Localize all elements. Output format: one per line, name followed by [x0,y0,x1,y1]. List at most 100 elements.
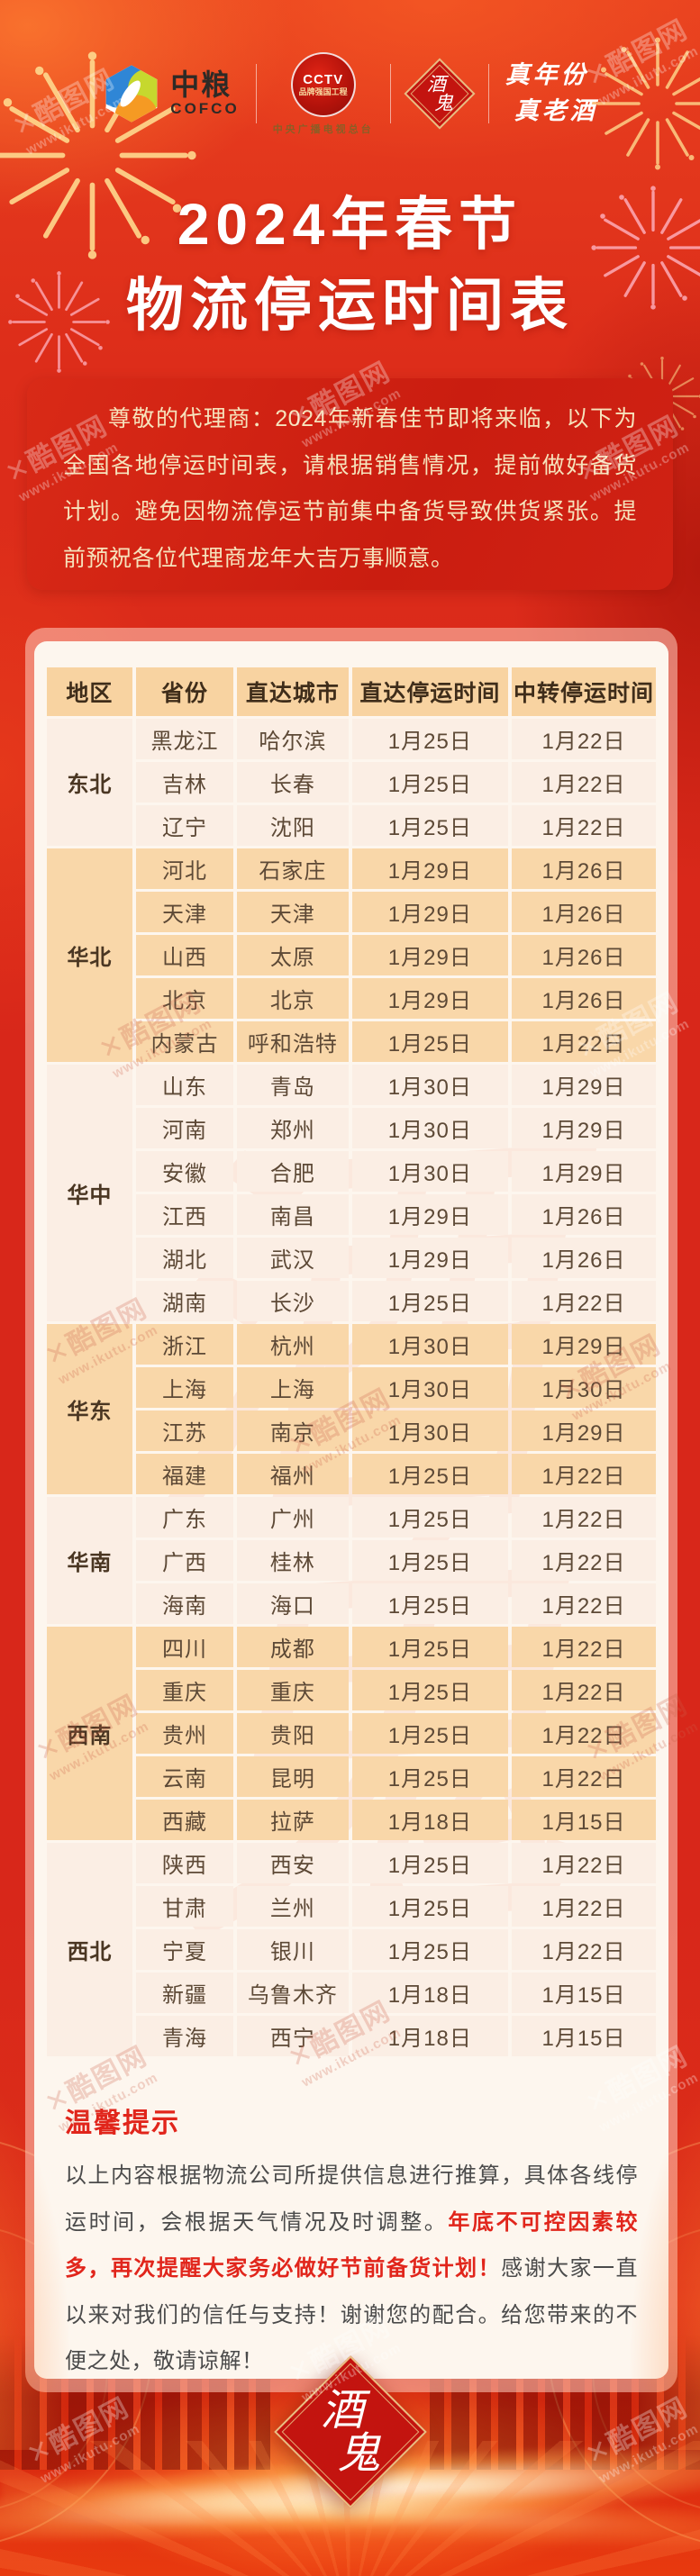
divider [255,64,257,123]
province-cell: 河北 [135,848,234,889]
table-row: 河南 郑州 1月30日 1月29日 [47,1108,656,1148]
direct-date-cell: 1月29日 [351,848,508,889]
table-row: 青海 西宁 1月18日 1月15日 [47,2016,656,2056]
direct-date-cell: 1月29日 [351,935,508,975]
table-row: 华北 河北 石家庄 1月29日 1月26日 [47,848,656,1062]
province-cell: 湖北 [135,1238,234,1278]
table-row: 吉林 长春 1月25日 1月22日 [47,762,656,803]
city-cell: 南京 [237,1410,349,1451]
table-row: 西藏 拉萨 1月18日 1月15日 [47,1800,656,1840]
region-cell: 华南 [47,1497,132,1624]
table-row: 甘肃 兰州 1月25日 1月22日 [47,1886,656,1927]
province-cell: 吉林 [135,762,234,803]
transfer-date-cell: 1月29日 [512,1065,656,1105]
transfer-date-cell: 1月29日 [512,1108,656,1148]
tips-highlight: 年底不可控因素较多，再次提醒大家务必做好节前备货计划！ [65,2209,638,2281]
tips-text: 感谢大家一直以来对我们的信任与支持！谢谢您的配合。给您带来的不便之处，敬请谅解！ [65,2256,639,2374]
transfer-date-cell: 1月22日 [512,1497,656,1537]
city-cell: 银川 [237,1929,349,1970]
direct-date-cell: 1月29日 [351,1194,508,1235]
cctv-logo: CCTV 品牌强国工程 中央广播电视总台 [272,51,374,136]
table-row: 华东 浙江 杭州 1月30日 1月29日 [47,1324,656,1494]
cofco-name-en: COFCO [170,99,240,117]
province-cell: 辽宁 [135,805,234,846]
city-cell: 沈阳 [237,805,349,846]
cctv-caption: 中央广播电视总台 [272,123,374,135]
brand-header: 中粮 COFCO CCTV 品牌强国工程 中央广播电视总台 酒 鬼 真年份 真老… [0,50,700,137]
table-row: 北京 北京 1月29日 1月26日 [47,978,656,1019]
city-cell: 长春 [237,762,349,803]
province-cell: 福建 [135,1454,234,1494]
city-cell: 西宁 [237,2016,349,2056]
city-cell: 上海 [237,1367,349,1408]
card-inner: 酒 鬼 地区省份直达城市直达停运时间中转停运时间东北黑龙江哈尔滨1月25日1月2… [34,641,668,2379]
table-row: 西北 陕西 西安 1月25日 1月22日 [47,1843,656,2056]
city-cell: 桂林 [237,1540,349,1581]
table-row: 华中 山东 青岛 1月30日 1月29日 [47,1065,656,1321]
province-cell: 山东 [135,1065,234,1105]
province-cell: 山西 [135,935,234,975]
transfer-date-cell: 1月15日 [512,2016,656,2056]
region-cell: 西南 [47,1627,132,1840]
badge-char: 酒 [320,2384,365,2435]
badge-char: 鬼 [336,2427,381,2479]
column-header: 中转停运时间 [512,667,656,716]
transfer-date-cell: 1月15日 [512,1800,656,1840]
cofco-logo: 中粮 COFCO [102,62,239,125]
city-cell: 哈尔滨 [237,719,349,759]
table-row: 江苏 南京 1月30日 1月29日 [47,1410,656,1451]
table-row: 福建 福州 1月25日 1月22日 [47,1454,656,1494]
transfer-date-cell: 1月22日 [512,719,656,759]
table-row: 云南 昆明 1月25日 1月22日 [47,1756,656,1797]
table-row: 湖南 长沙 1月25日 1月22日 [47,1281,656,1321]
direct-date-cell: 1月30日 [351,1151,508,1192]
transfer-date-cell: 1月22日 [512,1756,656,1797]
direct-date-cell: 1月25日 [351,1583,508,1624]
city-cell: 北京 [237,978,349,1019]
city-cell: 海口 [237,1583,349,1624]
transfer-date-cell: 1月22日 [512,1886,656,1927]
column-header: 省份 [135,667,234,716]
transfer-date-cell: 1月22日 [512,1540,656,1581]
region-cell: 东北 [47,719,132,846]
direct-date-cell: 1月25日 [351,1670,508,1710]
region-cell: 华东 [47,1324,132,1494]
city-cell: 广州 [237,1497,349,1537]
direct-date-cell: 1月25日 [351,1713,508,1754]
city-cell: 合肥 [237,1151,349,1192]
table-row: 江西 南昌 1月29日 1月26日 [47,1194,656,1235]
province-cell: 广西 [135,1540,234,1581]
province-cell: 青海 [135,2016,234,2056]
province-cell: 浙江 [135,1324,234,1365]
direct-date-cell: 1月25日 [351,1021,508,1062]
city-cell: 石家庄 [237,848,349,889]
direct-date-cell: 1月30日 [351,1324,508,1365]
table-row: 山西 太原 1月29日 1月26日 [47,935,656,975]
city-cell: 呼和浩特 [237,1021,349,1062]
province-cell: 北京 [135,978,234,1019]
city-cell: 重庆 [237,1670,349,1710]
transfer-date-cell: 1月22日 [512,1627,656,1667]
cctv-subtext: 品牌强国工程 [298,86,348,96]
transfer-date-cell: 1月29日 [512,1410,656,1451]
transfer-date-cell: 1月15日 [512,1973,656,2013]
direct-date-cell: 1月25日 [351,1886,508,1927]
notice-text: 尊敬的代理商：2024年新春佳节即将来临，以下为全国各地停运时间表，请根据销售情… [63,406,637,571]
table-row: 西南 四川 成都 1月25日 1月22日 [47,1627,656,1840]
transfer-date-cell: 1月26日 [512,1238,656,1278]
province-cell: 海南 [135,1583,234,1624]
direct-date-cell: 1月25日 [351,1929,508,1970]
province-cell: 安徽 [135,1151,234,1192]
notice-box: 尊敬的代理商：2024年新春佳节即将来临，以下为全国各地停运时间表，请根据销售情… [27,378,673,590]
region-cell: 西北 [47,1843,132,2056]
direct-date-cell: 1月29日 [351,978,508,1019]
direct-date-cell: 1月30日 [351,1410,508,1451]
transfer-date-cell: 1月22日 [512,1454,656,1494]
direct-date-cell: 1月18日 [351,2016,508,2056]
column-header: 直达城市 [237,667,349,716]
table-row: 安徽 合肥 1月30日 1月29日 [47,1151,656,1192]
city-cell: 长沙 [237,1281,349,1321]
city-cell: 杭州 [237,1324,349,1365]
direct-date-cell: 1月18日 [351,1800,508,1840]
province-cell: 云南 [135,1756,234,1797]
